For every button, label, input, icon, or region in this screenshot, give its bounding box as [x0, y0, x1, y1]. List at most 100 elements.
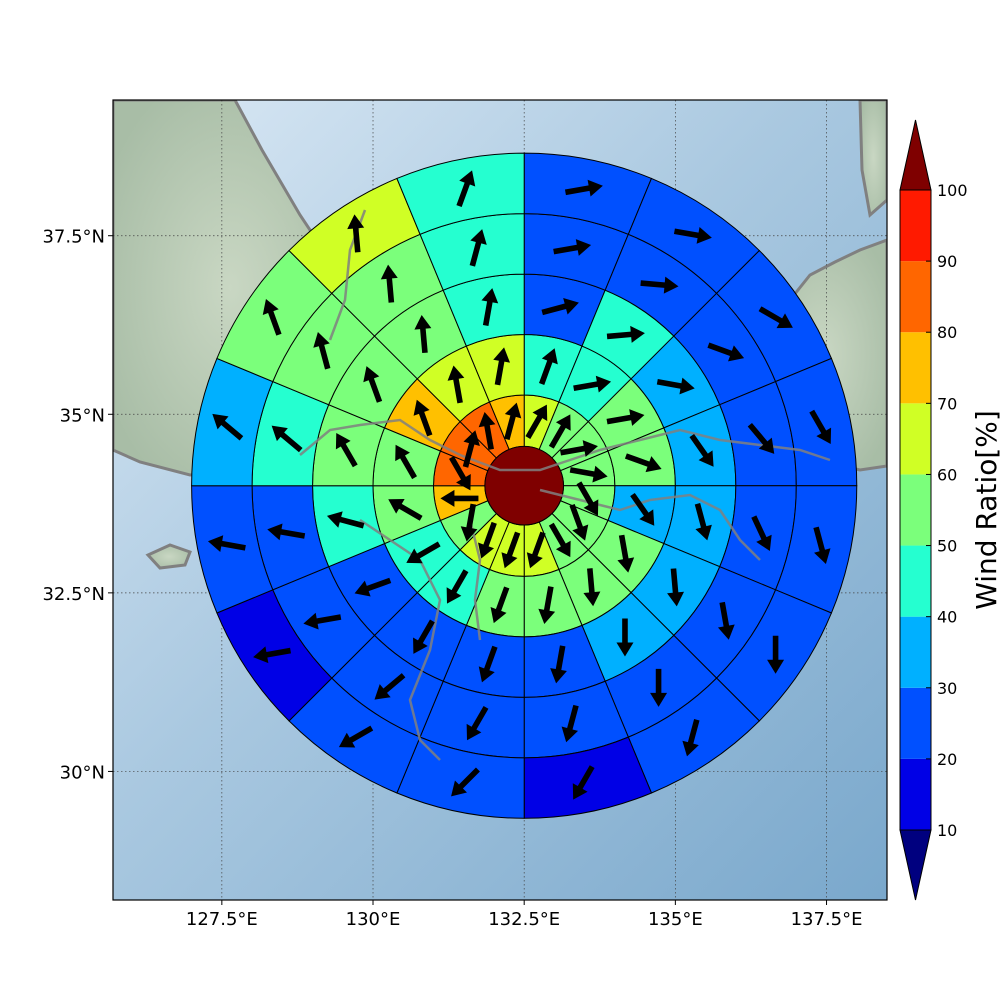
wind-arrow-ring5-s15	[456, 170, 476, 208]
wind-arrow-ring2-s9	[446, 569, 469, 604]
wind-arrow-ring1-s6	[548, 522, 571, 558]
wind-arrow-ring4-s1	[640, 276, 679, 294]
colorbar-frame	[899, 189, 932, 831]
center-disk	[484, 445, 564, 526]
wind-arrow-ring1-s9	[478, 521, 497, 559]
wind-arrow-ring2-s1	[573, 375, 612, 393]
wind-arrow-ring2-s2	[606, 409, 645, 426]
colorbar-tick-label-7: 80	[937, 323, 957, 342]
wind-arrow-ring4-s5	[717, 601, 735, 640]
colorbar-tick-label-2: 30	[937, 679, 957, 698]
wind-arrow-ring1-s4	[576, 481, 599, 516]
wind-arrow-ring5-s1	[673, 226, 712, 244]
colorbar-band-2	[900, 687, 931, 759]
wind-arrow-ring2-s12	[395, 444, 417, 480]
wind-arrow-ring3-s13	[363, 366, 383, 403]
wind-arrow-ring3-s0	[541, 298, 579, 316]
wind-arrow-ring5-s11	[207, 535, 246, 553]
y-tick-label-2: 35°N	[60, 405, 105, 426]
colorbar-tick-label-0: 10	[937, 821, 957, 840]
colorbar-tick-label-3: 40	[937, 608, 957, 627]
wind-arrow-ring1-s15	[504, 402, 522, 441]
wind-arrow-ring2-s15	[493, 347, 511, 386]
colorbar-label: Wind Ratio[%]	[970, 410, 1000, 610]
x-tick-label-1: 130°E	[346, 909, 401, 930]
wind-arrow-ring5-s5	[767, 635, 785, 674]
wind-arrows	[207, 170, 832, 800]
coastline-segment-0	[299, 418, 831, 472]
wind-arrow-ring2-s13	[413, 399, 433, 437]
wind-arrow-ring3-s10	[354, 577, 392, 597]
wind-arrow-ring2-s8	[490, 586, 510, 624]
wind-arrow-ring3-s7	[550, 645, 567, 684]
wind-arrow-ring5-s13	[262, 298, 282, 336]
wind-arrow-ring5-s10	[253, 646, 292, 664]
wind-arrow-ring5-s7	[572, 765, 595, 800]
wind-arrow-ring2-s14	[447, 365, 465, 404]
sector-ring5-s15	[396, 152, 525, 235]
wind-arrow-ring4-s2	[707, 342, 745, 362]
colorbar-extend-min	[899, 829, 932, 901]
colorbar-tick-label-9: 100	[937, 181, 968, 200]
colorbar-band-1	[900, 758, 931, 830]
coastline-segment-2	[468, 519, 482, 641]
wind-arrow-ring4-s11	[267, 523, 306, 541]
wind-arrow-ring3-s9	[413, 619, 435, 654]
polar-sectors	[191, 152, 858, 819]
x-tick-label-0: 127.5°E	[186, 909, 258, 930]
wind-arrow-ring4-s3	[747, 422, 775, 454]
wind-arrow-ring4-s9	[374, 673, 406, 700]
map-frame	[112, 99, 888, 901]
wind-arrow-ring5-s6	[682, 718, 700, 757]
wind-arrow-ring3-s8	[478, 645, 498, 683]
colorbar-band-7	[900, 332, 931, 404]
wind-arrow-ring3-s15	[481, 288, 499, 327]
wind-arrow-ring4-s7	[561, 704, 579, 743]
wind-arrow-ring1-s0	[525, 404, 548, 439]
x-tick-label-3: 135°E	[648, 909, 703, 930]
wind-arrow-ring1-s14	[478, 411, 496, 450]
x-tick-label-4: 137.5°E	[791, 909, 863, 930]
wind-arrow-ring1-s8	[501, 531, 521, 569]
wind-arrow-ring2-s3	[624, 453, 662, 473]
colorbar-extend-max	[899, 119, 932, 191]
wind-arrow-ring3-s5	[667, 568, 685, 607]
wind-arrow-ring2-s4	[630, 492, 655, 526]
wind-arrow-ring3-s2	[656, 377, 695, 395]
x-axis-ticks: 127.5°E 130°E 132.5°E 135°E 137.5°E	[186, 900, 863, 930]
y-tick-label-1: 32.5°N	[42, 584, 105, 605]
wind-arrow-ring3-s3	[689, 433, 714, 467]
wind-arrow-ring2-s5	[617, 534, 635, 573]
wind-arrow-ring4-s10	[303, 612, 342, 630]
wind-arrow-ring2-s11	[388, 498, 423, 521]
colorbar-tick-label-8: 90	[937, 252, 957, 271]
wind-arrow-ring1-s5	[569, 503, 589, 541]
colorbar-band-5	[900, 474, 931, 546]
jeju-island	[145, 543, 192, 570]
wind-arrow-ring5-s12	[212, 413, 244, 441]
wind-arrow-ring5-s3	[809, 409, 832, 445]
y-tick-label-0: 30°N	[60, 762, 105, 783]
colorbar-tick-label-4: 50	[937, 537, 957, 556]
colorbar-band-3	[900, 616, 931, 688]
wind-arrow-ring1-s12	[449, 456, 471, 491]
wind-arrow-ring5-s2	[758, 306, 793, 329]
wind-arrow-ring1-s7	[526, 531, 546, 569]
wind-arrow-ring2-s0	[538, 348, 558, 385]
wind-arrow-ring5-s8	[451, 767, 480, 797]
wind-arrow-ring4-s4	[751, 515, 772, 552]
wind-arrow-ring2-s7	[538, 586, 556, 625]
colorbar-tick-label-1: 20	[937, 750, 957, 769]
colorbar-tick-label-6: 70	[937, 394, 957, 413]
colorbar: 10 20 30 40 50 60 70 80 90 100 Wind Ratio[%]	[899, 119, 1000, 901]
wind-arrow-ring5-s0	[564, 179, 603, 197]
wind-arrow-ring1-s13	[462, 430, 480, 468]
wind-arrow-ring4-s8	[466, 705, 489, 741]
wind-arrow-ring1-s2	[560, 440, 598, 457]
wind-arrow-ring1-s3	[569, 465, 608, 483]
wind-arrow-ring5-s9	[338, 725, 374, 748]
colorbar-band-9	[900, 190, 931, 262]
wind-arrow-ring3-s14	[414, 314, 432, 354]
wind-arrow-ring3-s6	[616, 618, 634, 657]
wind-arrow-ring5-s14	[347, 214, 365, 253]
